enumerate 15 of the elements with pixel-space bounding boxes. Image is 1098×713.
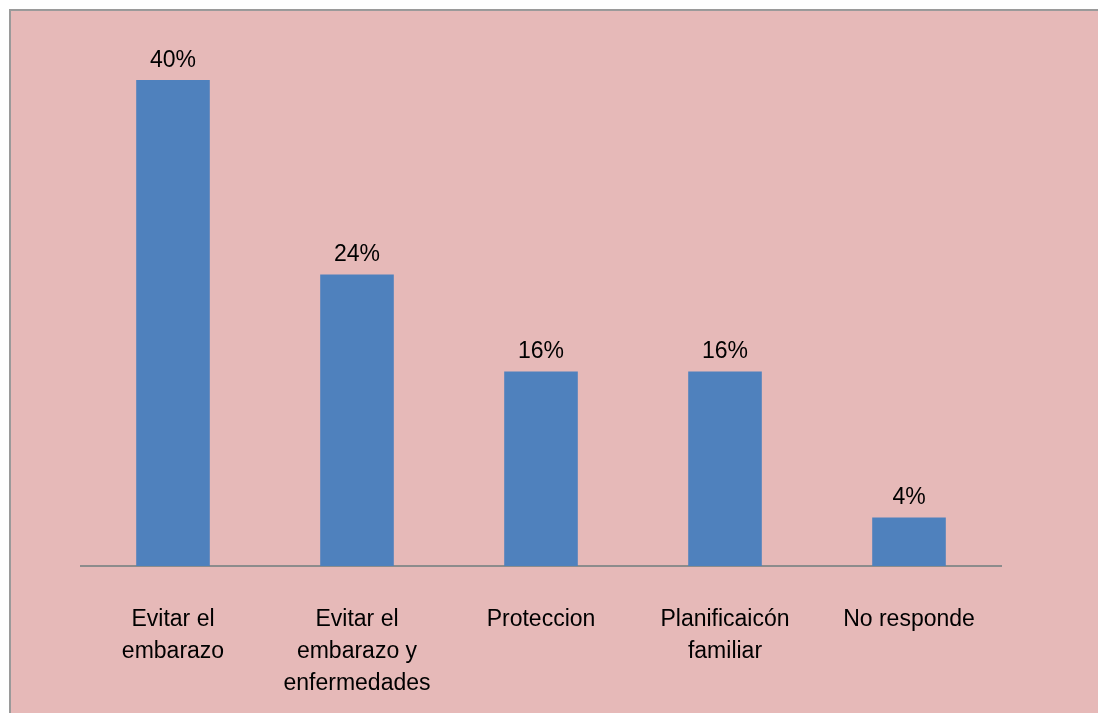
bar: [504, 371, 578, 566]
bar: [688, 371, 762, 566]
x-tick-label: Proteccion: [486, 605, 596, 632]
data-label: 24%: [333, 240, 381, 267]
bar: [136, 80, 210, 566]
data-label: 16%: [701, 337, 749, 364]
bar: [320, 274, 394, 566]
x-tick-label: Planificaicón familiar: [660, 605, 790, 664]
bar: [872, 517, 946, 566]
x-tick-label: No responde: [843, 605, 975, 632]
x-tick-label: Evitar el embarazo y enfermedades: [283, 605, 431, 696]
data-label: 16%: [517, 337, 565, 364]
x-tick-label: Evitar el embarazo: [121, 605, 225, 664]
data-label: 4%: [892, 483, 926, 510]
data-label: 40%: [149, 45, 197, 72]
